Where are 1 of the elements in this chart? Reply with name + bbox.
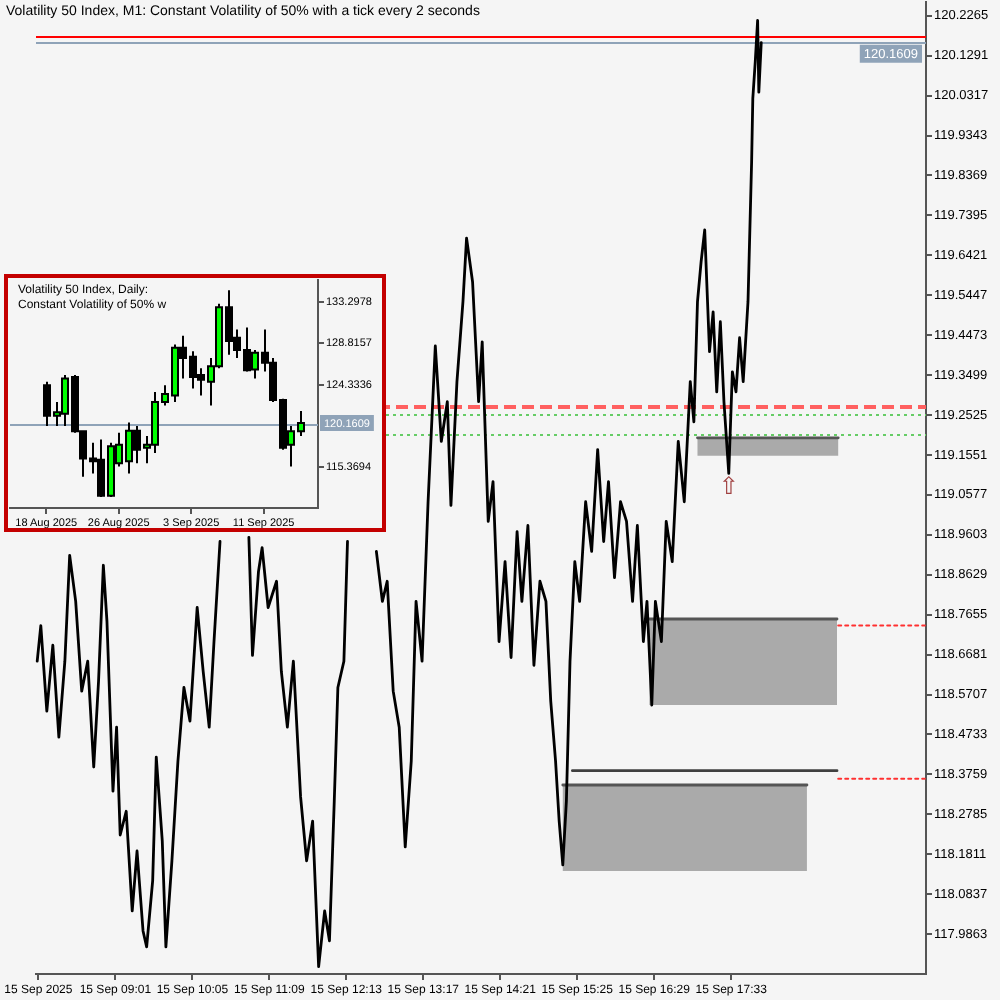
annotation: ⇧ [718, 471, 739, 500]
